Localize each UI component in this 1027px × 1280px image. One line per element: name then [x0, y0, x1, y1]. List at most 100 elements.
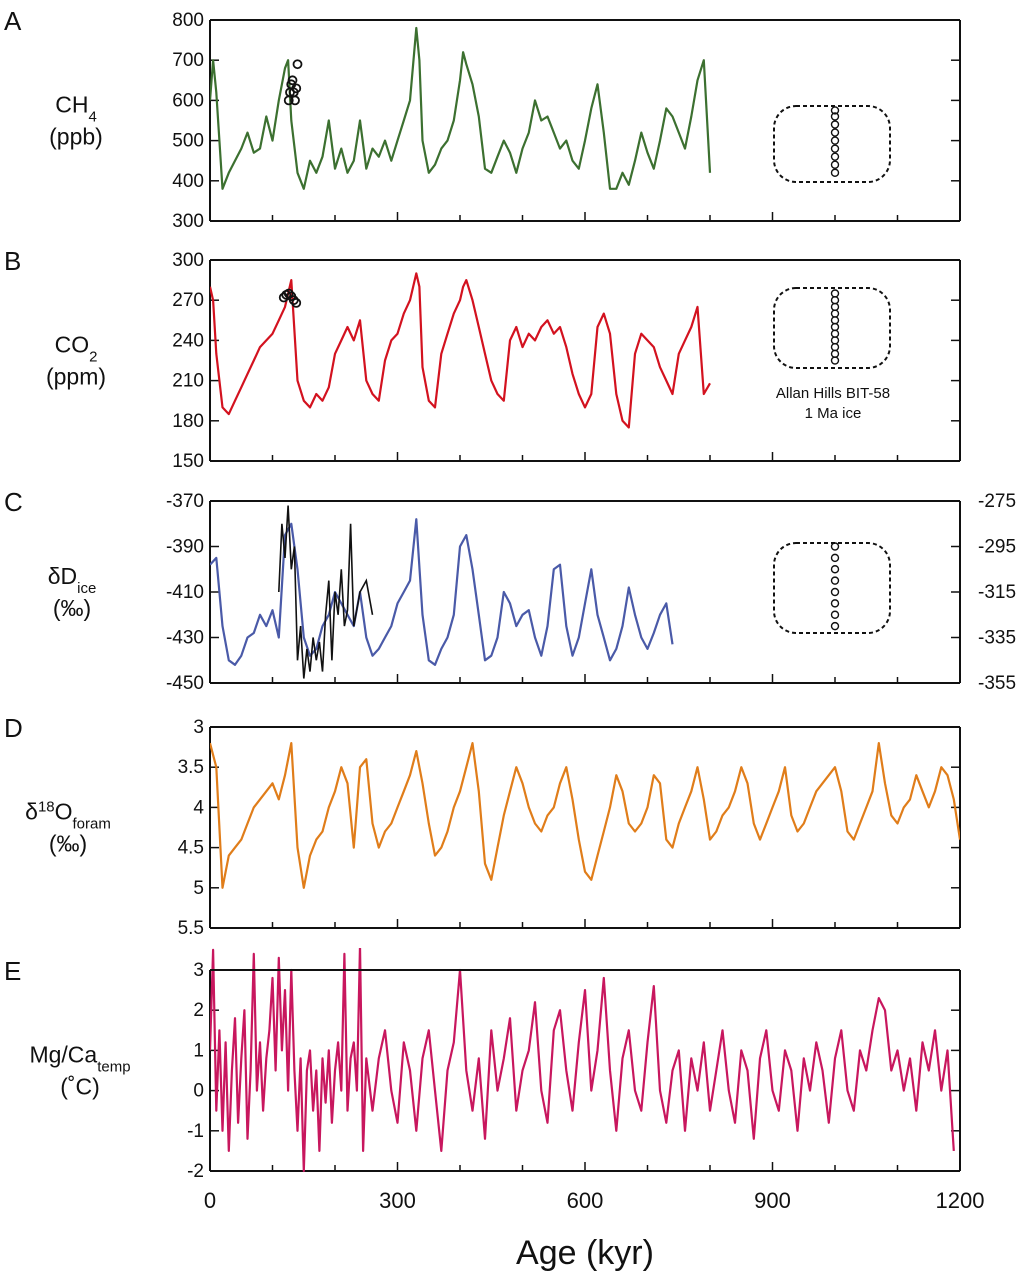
- y-tick-label: 0: [193, 1081, 204, 1102]
- x-axis-label: Age (kyr): [516, 1234, 654, 1272]
- inset-point: [830, 342, 840, 352]
- panel-E: -2 -1 0 1 2 3 E Mg/Catemp(˚C): [4, 948, 961, 1182]
- y-tick-label: -1: [187, 1121, 204, 1142]
- panel-C: -450 -430 -410 -390 -370 -355 -335 -315 -295 -275…: [4, 487, 1016, 694]
- x-tick-label: 0: [204, 1188, 216, 1213]
- inset-box: [773, 287, 891, 369]
- x-tick-label: 600: [567, 1188, 604, 1213]
- y-tick-label: 3.5: [178, 757, 204, 778]
- y-tick-label: 4.5: [178, 838, 204, 859]
- y-axis-unit: (ppb): [49, 124, 103, 150]
- y-label-sub: 2: [89, 348, 97, 365]
- panel-letter: A: [4, 6, 22, 36]
- y-label-sub: 4: [88, 108, 96, 125]
- inset-point: [830, 322, 840, 332]
- y2-tick-label: -355: [978, 673, 1016, 694]
- y-axis-label: δDice: [48, 563, 97, 597]
- panel-A: 300 400 500 600 700 800 A CH4(ppb): [4, 6, 961, 232]
- y-label-sup: 18: [38, 798, 55, 815]
- y-tick-label: 3: [193, 960, 204, 981]
- inset-point: [830, 106, 840, 115]
- y-axis-label: CH4: [55, 92, 97, 126]
- y-tick-label: 800: [172, 10, 204, 31]
- inset-point: [830, 152, 840, 161]
- y-axis-unit: (ppm): [46, 364, 106, 390]
- inset-point: [830, 587, 840, 597]
- x-axis: 0 300 600 900 1200: [204, 1188, 985, 1213]
- y-tick-label: 270: [172, 290, 204, 311]
- series-line: [210, 948, 955, 1173]
- black-point: [290, 95, 300, 106]
- panel-letter: E: [4, 956, 21, 986]
- y-tick-label: 1: [193, 1040, 204, 1061]
- x-tick-label: 1200: [936, 1188, 985, 1213]
- y-axis-unit: (‰): [49, 831, 87, 857]
- y-label-sub: foram: [73, 815, 111, 832]
- y-tick-label: 2: [193, 1000, 204, 1021]
- y-tick-label: 240: [172, 330, 204, 351]
- inset-point: [830, 120, 840, 129]
- y-tick-label: 700: [172, 50, 204, 71]
- y2-tick-label: -335: [978, 628, 1016, 649]
- y-tick-label: -410: [166, 582, 204, 603]
- inset-point: [830, 128, 840, 137]
- y-label-main: δ: [25, 799, 38, 825]
- inset-point: [830, 621, 840, 631]
- inset-point: [830, 349, 840, 358]
- panel-letter: D: [4, 713, 23, 743]
- inset-point: [830, 610, 840, 619]
- series-line: [210, 26, 712, 190]
- inset-point: [830, 565, 840, 574]
- y-tick-label: 300: [172, 250, 204, 271]
- series-line: [210, 272, 711, 429]
- y-tick-label: 4: [193, 797, 204, 818]
- inset-point: [830, 336, 840, 345]
- panel-letter: C: [4, 487, 23, 517]
- y-tick-label: 400: [172, 171, 204, 192]
- y2-tick-label: -315: [978, 582, 1016, 603]
- x-tick-label: 300: [379, 1188, 416, 1213]
- y-label-main: δD: [48, 563, 77, 589]
- y-axis-label: Mg/Catemp: [29, 1042, 130, 1076]
- y-tick-label: -430: [166, 628, 204, 649]
- y-tick-label: 210: [172, 371, 204, 392]
- inset-point: [830, 289, 840, 298]
- inset-box: [773, 542, 891, 634]
- inset-point: [830, 576, 840, 585]
- inset-box: [773, 105, 891, 183]
- panel-B: 150 180 210 240 270 300 B CO2(ppm): [4, 246, 961, 472]
- y-label-main2: O: [55, 799, 73, 825]
- y2-tick-label: -275: [978, 491, 1016, 512]
- y-axis-label: CO2: [55, 332, 98, 366]
- y-axis-label: δ18Oforam: [25, 798, 111, 832]
- inset-point: [830, 296, 840, 305]
- y-tick-label: 3: [193, 717, 204, 738]
- y-tick-label: 600: [172, 90, 204, 111]
- inset-note-line2: 1 Ma ice: [805, 405, 862, 422]
- inset-point: [830, 329, 840, 338]
- black-point: [288, 295, 299, 306]
- inset-point: [830, 168, 840, 177]
- y-tick-label: 5: [193, 878, 204, 899]
- y-tick-label: 180: [172, 411, 204, 432]
- inset-note: Allan Hills BIT-58 1 Ma ice: [776, 385, 890, 422]
- inset-point: [830, 302, 840, 312]
- y-label-main: Mg/Ca: [29, 1042, 97, 1068]
- y-tick-label: -370: [166, 491, 204, 512]
- y-tick-label: -390: [166, 537, 204, 558]
- y-tick-label: 500: [172, 131, 204, 152]
- black-point: [291, 297, 302, 308]
- panel-letter: B: [4, 246, 21, 276]
- inset-point: [830, 553, 840, 563]
- inset-note-line1: Allan Hills BIT-58: [776, 385, 890, 402]
- y-tick-label: -450: [166, 673, 204, 694]
- y-tick-label: 300: [172, 211, 204, 232]
- panels-group: 300 400 500 600 700 800 A CH4(ppb) 1 5 0 180 210 240 2…: [4, 6, 1016, 1182]
- inset-point: [830, 112, 840, 121]
- black-series-line: [278, 505, 374, 679]
- y2-tick-label: -295: [978, 537, 1016, 558]
- inset-point: [830, 356, 840, 365]
- series-line: [210, 742, 960, 889]
- inset-point: [830, 542, 840, 551]
